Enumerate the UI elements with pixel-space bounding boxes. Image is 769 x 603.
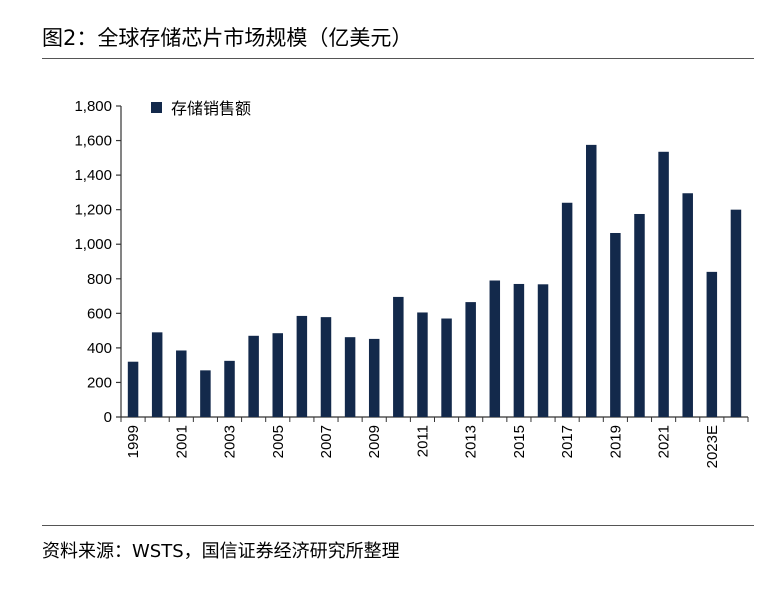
x-tick-label: 2007 — [318, 425, 335, 458]
bar-2019 — [610, 232, 621, 417]
bar-2001 — [176, 350, 187, 417]
y-tick-label: 800 — [87, 271, 112, 288]
bar-2022 — [682, 193, 693, 417]
bar-2021 — [658, 151, 669, 417]
y-tick-label: 1,000 — [74, 236, 112, 253]
bar-2007 — [320, 317, 332, 417]
bar-2010 — [393, 296, 404, 417]
y-tick-label: 1,200 — [74, 202, 112, 219]
bar-2023E — [706, 271, 718, 417]
title-divider — [42, 58, 754, 59]
y-axis: 0 200 400 600 800 1,000 1,200 1,400 1,600 1,800 — [74, 98, 122, 426]
x-tick-label: 2005 — [270, 425, 287, 458]
bar-2009 — [368, 338, 380, 417]
x-tick-label: 2015 — [511, 425, 528, 458]
bar-2013 — [465, 302, 476, 417]
y-tick-label: 0 — [104, 409, 112, 426]
bar-2002 — [200, 370, 211, 417]
bars — [127, 144, 742, 417]
chart-title: 图2：全球存储芯片市场规模（亿美元） — [42, 26, 413, 50]
legend-label: 存储销售额 — [171, 99, 251, 118]
bar-2015 — [513, 283, 525, 417]
bar-2003 — [224, 360, 235, 417]
legend-swatch — [151, 102, 162, 113]
bar-2024E — [730, 209, 742, 417]
bar-2005 — [272, 333, 283, 417]
x-tick-label: 2009 — [366, 425, 383, 458]
x-tick-label: 2001 — [173, 425, 190, 458]
bar-2000 — [151, 332, 163, 417]
bar-2018 — [586, 144, 597, 417]
y-tick-label: 1,800 — [74, 98, 112, 115]
bar-2016 — [537, 284, 549, 417]
source-note: 资料来源：WSTS，国信证券经济研究所整理 — [42, 541, 400, 562]
x-tick-label: 2017 — [559, 425, 576, 458]
x-axis: 1999 2001 2003 2005 2007 2009 2011 2013 2015 2017… — [120, 416, 749, 468]
bar-2011 — [417, 312, 428, 417]
x-tick-label: 1999 — [125, 425, 142, 458]
bar-2004 — [248, 335, 259, 417]
y-tick-label: 1,600 — [74, 133, 112, 150]
bar-2012 — [441, 318, 452, 417]
y-tick-label: 200 — [87, 374, 112, 391]
x-tick-label: 2023E — [704, 425, 721, 468]
legend: 存储销售额 — [151, 99, 251, 118]
x-tick-label: 2013 — [463, 425, 480, 458]
y-tick-label: 600 — [87, 305, 112, 322]
y-tick-label: 400 — [87, 340, 112, 357]
x-tick-label: 2003 — [222, 425, 239, 458]
bar-2014 — [489, 280, 501, 417]
x-tick-label: 2021 — [656, 425, 673, 458]
bar-2006 — [296, 315, 308, 417]
x-tick-label: 2019 — [607, 425, 624, 458]
bar-2017 — [561, 202, 573, 417]
x-tick-label: 2011 — [414, 425, 431, 457]
source-divider — [42, 525, 754, 526]
bar-2020 — [634, 213, 645, 417]
bar-1999 — [127, 361, 139, 417]
y-tick-label: 1,400 — [74, 167, 112, 184]
bar-2008 — [344, 337, 356, 417]
